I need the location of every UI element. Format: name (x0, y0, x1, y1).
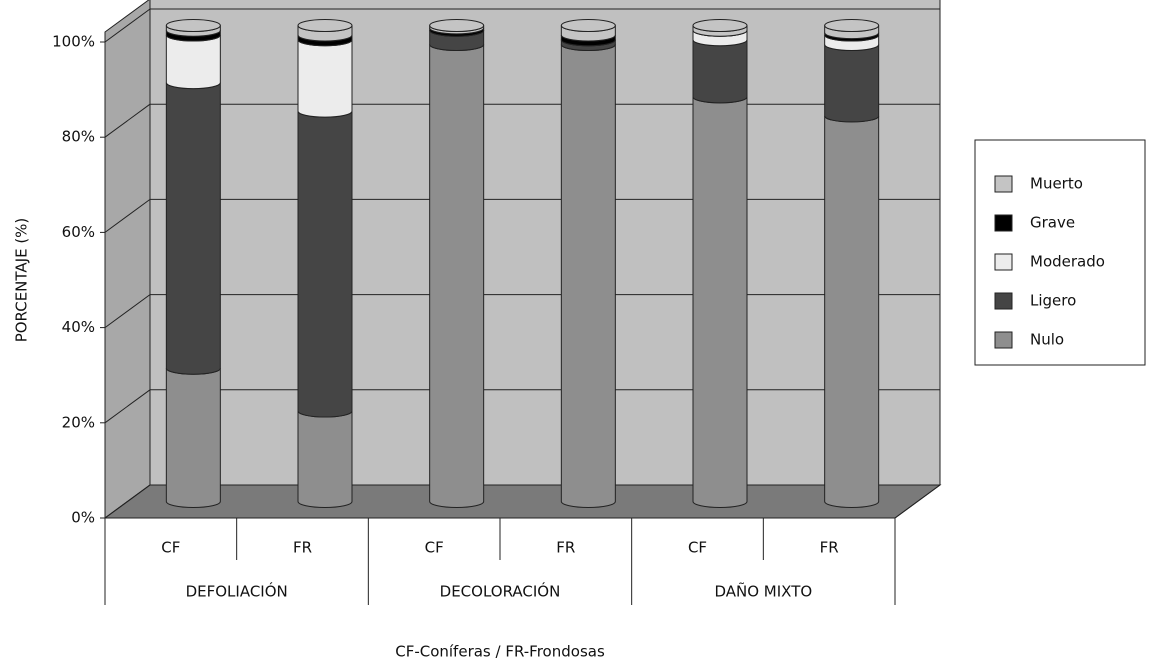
legend-swatch (994, 175, 1013, 193)
grid-line (104, 294, 151, 329)
bar-segment (824, 115, 880, 508)
legend-swatch (994, 331, 1013, 349)
y-tick-label: 0% (71, 509, 95, 527)
grid-line (104, 389, 151, 424)
legend-label: Grave (1030, 214, 1075, 232)
legend-label: Muerto (1030, 175, 1083, 193)
cylinder-cap (560, 19, 616, 32)
grid-line (104, 198, 151, 233)
x-tick-label: CF (161, 539, 180, 557)
bar-segment (692, 96, 748, 508)
side-wall (104, 0, 151, 519)
cylinder-cap (297, 19, 353, 32)
cylinder-cap (692, 19, 748, 32)
y-tick-label: 20% (62, 413, 95, 431)
group-label: DAÑO MIXTO (714, 582, 812, 601)
bar-segment (165, 368, 221, 508)
x-tick-label: FR (556, 539, 575, 557)
y-axis-label: PORCENTAJE (%) (13, 218, 31, 343)
grid-line (104, 103, 151, 138)
y-tick-label: 60% (62, 223, 95, 241)
legend-label: Nulo (1030, 331, 1064, 349)
bar-segment (297, 111, 353, 418)
legend-label: Ligero (1030, 292, 1076, 310)
bar-segment (165, 82, 221, 375)
x-tick-label: FR (293, 539, 312, 557)
back-wall (149, 0, 941, 486)
axis-line (894, 484, 941, 519)
cylinder-cap (824, 19, 880, 32)
legend-swatch (994, 214, 1013, 232)
bar-segment (824, 44, 880, 123)
legend-swatch (994, 292, 1013, 310)
bar-segment (165, 34, 221, 90)
x-tick-label: CF (425, 539, 444, 557)
bar-segment (429, 44, 485, 508)
group-label: DECOLORACIÓN (440, 582, 561, 601)
bar-segment (297, 39, 353, 118)
footnote: CF-Coníferas / FR-Frondosas (395, 643, 605, 661)
cylinder-cap (165, 19, 221, 32)
x-tick-label: CF (688, 539, 707, 557)
group-label: DEFOLIACIÓN (186, 582, 288, 601)
bar-segment (297, 410, 353, 508)
bar-segment (560, 44, 616, 508)
x-tick-label: FR (820, 539, 839, 557)
y-tick-label: 100% (52, 33, 95, 51)
legend-label: Moderado (1030, 253, 1105, 271)
y-tick-label: 40% (62, 318, 95, 336)
bar-segment (692, 39, 748, 104)
cylinder-cap (429, 19, 485, 32)
legend-swatch (994, 253, 1013, 271)
grid-line (104, 484, 151, 519)
grid-line (104, 8, 151, 43)
floor (103, 484, 942, 519)
y-tick-label: 80% (62, 128, 95, 146)
